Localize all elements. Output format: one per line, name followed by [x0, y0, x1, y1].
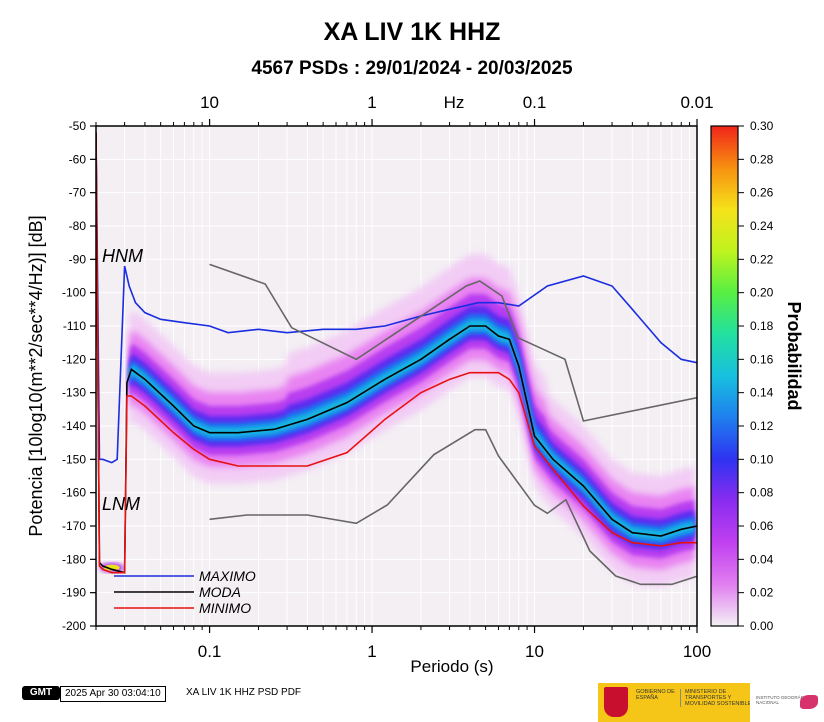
y-tick-label: -170 — [62, 519, 86, 533]
x-axis-label: Periodo (s) — [410, 657, 493, 676]
top-tick-label: 1 — [367, 93, 376, 112]
colorbar-tick-label: 0.08 — [750, 486, 774, 500]
y-tick-label: -100 — [62, 286, 86, 300]
colorbar-tick-label: 0.14 — [750, 386, 774, 400]
colorbar-tick-label: 0.06 — [750, 519, 774, 533]
y-tick-label: -80 — [69, 219, 87, 233]
density-cluster-core — [103, 564, 120, 571]
colorbar-tick-label: 0.12 — [750, 419, 774, 433]
colorbar-tick-label: 0.04 — [750, 552, 774, 566]
ign-text: INSTITUTO GEOGRÁFICO NACIONAL — [756, 695, 812, 705]
colorbar-tick-label: 0.24 — [750, 219, 774, 233]
y-tick-label: -190 — [62, 586, 86, 600]
government-text: GOBIERNO DE ESPAÑA — [636, 689, 675, 701]
colorbar-tick-label: 0.30 — [750, 119, 774, 133]
x-tick-label: 100 — [683, 642, 711, 661]
top-tick-label: 0.01 — [680, 93, 713, 112]
colorbar-tick-label: 0.22 — [750, 252, 774, 266]
y-tick-label: -110 — [63, 319, 86, 333]
y-tick-label: -50 — [69, 119, 87, 133]
series-line-nlnm — [209, 428, 697, 586]
y-tick-label: -140 — [62, 419, 86, 433]
top-axis-label: Hz — [444, 93, 465, 112]
legend-label-maximo: MAXIMO — [199, 568, 256, 584]
y-tick-label: -60 — [69, 152, 87, 166]
y-tick-label: -90 — [69, 252, 87, 266]
psd-chart: -50 -60 -70 -80 -90 -100 -110 -120 -130 -140 -150 -… — [26, 93, 804, 676]
colorbar-tick-label: 0.28 — [750, 152, 774, 166]
y-tick-label: -70 — [69, 186, 87, 200]
top-tick-label: 0.1 — [523, 93, 547, 112]
y-tick-label: -200 — [62, 619, 86, 633]
y-tick-label: -160 — [62, 486, 86, 500]
annotation-lnm: LNM — [102, 494, 140, 514]
series-lines — [96, 132, 697, 586]
colorbar-gradient — [710, 125, 739, 627]
figure-caption: XA LIV 1K HHZ PSD PDF — [186, 687, 302, 698]
x-tick-label: 10 — [525, 642, 544, 661]
ministry-text: MINISTERIO DE TRANSPORTES Y MOVILIDAD SO… — [680, 689, 753, 707]
colorbar-tick-label: 0.26 — [750, 186, 774, 200]
annotation-hnm: HNM — [102, 246, 143, 266]
y-tick-label: -130 — [62, 386, 86, 400]
series-line-minimo — [96, 132, 697, 574]
y-tick-label: -150 — [62, 452, 86, 466]
ign-mark-icon — [800, 695, 818, 709]
colorbar: 0.00 0.02 0.04 0.06 0.08 0.10 0.12 0.14 0.16 0.18… — [710, 119, 774, 633]
y-tick-label: -120 — [62, 352, 86, 366]
coat-of-arms-icon — [604, 687, 628, 717]
gmt-logo: GMT — [22, 686, 60, 700]
plot-frame — [95, 125, 698, 627]
colorbar-tick-label: 0.02 — [750, 586, 774, 600]
top-tick-label: 10 — [200, 93, 219, 112]
x-tick-label: 0.1 — [198, 642, 222, 661]
ign-logo: INSTITUTO GEOGRÁFICO NACIONAL — [750, 683, 824, 722]
page-subtitle: 4567 PSDs : 29/01/2024 - 20/03/2025 — [251, 58, 573, 79]
government-logo: GOBIERNO DE ESPAÑA MINISTERIO DE TRANSPO… — [598, 683, 753, 722]
colorbar-tick-label: 0.18 — [750, 319, 774, 333]
density-band — [129, 254, 695, 587]
series-line-moda — [96, 132, 697, 574]
colorbar-tick-label: 0.20 — [750, 286, 774, 300]
series-line-nhnm — [209, 263, 697, 422]
institution-logos: GOBIERNO DE ESPAÑA MINISTERIO DE TRANSPO… — [598, 683, 824, 722]
colorbar-tick-label: 0.00 — [750, 619, 774, 633]
colorbar-tick-label: 0.16 — [750, 352, 774, 366]
timestamp: 2025 Apr 30 03:04:10 — [60, 686, 166, 702]
legend-label-minimo: MINIMO — [199, 600, 251, 616]
colorbar-tick-label: 0.10 — [750, 452, 774, 466]
y-axis-label: Potencia [10log10(m**2/sec**4/Hz)] [dB] — [26, 215, 46, 536]
page-title: XA LIV 1K HHZ — [323, 18, 501, 46]
series-line-maximo — [96, 132, 697, 464]
axes: -50 -60 -70 -80 -90 -100 -110 -120 -130 -140 -150 -… — [62, 93, 714, 661]
colorbar-label: Probabilidad — [784, 301, 804, 410]
y-tick-label: -180 — [62, 552, 86, 566]
legend-label-moda: MODA — [199, 584, 241, 600]
x-tick-label: 1 — [367, 642, 376, 661]
